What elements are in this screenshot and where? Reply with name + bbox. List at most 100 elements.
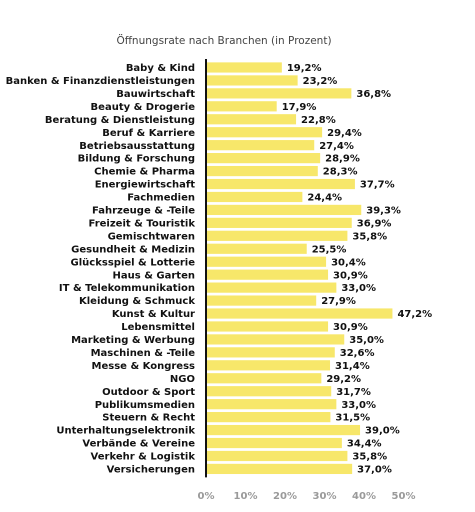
- category-label: Outdoor & Sport: [102, 387, 195, 398]
- category-label: Kleidung & Schmuck: [79, 296, 195, 307]
- category-label: Unterhaltungselektronik: [56, 426, 195, 437]
- value-labels-group: 19,2% 23,2% 36,8% 17,9% 22,8% 29,4% 27,4% 28,9%…: [282, 63, 432, 475]
- bar: [206, 217, 352, 228]
- value-label: 33,0%: [341, 283, 376, 294]
- bar: [206, 321, 329, 332]
- bar: [206, 412, 331, 423]
- bar: [206, 282, 337, 293]
- category-label: NGO: [170, 374, 195, 385]
- bar: [206, 243, 307, 254]
- bar: [206, 153, 321, 164]
- bar: [206, 114, 297, 125]
- x-tick-label: 20%: [273, 491, 297, 502]
- category-label: Lebensmittel: [121, 322, 195, 333]
- value-label: 31,5%: [335, 413, 370, 424]
- value-label: 30,4%: [331, 257, 366, 268]
- category-label: Chemie & Pharma: [94, 167, 195, 178]
- value-label: 39,3%: [366, 206, 401, 217]
- bar: [206, 75, 298, 86]
- category-label: Beruf & Karriere: [102, 128, 195, 139]
- category-label: Fachmedien: [127, 193, 195, 204]
- category-label: Messe & Kongress: [92, 361, 195, 372]
- bar: [206, 308, 393, 319]
- bar: [206, 178, 355, 190]
- category-label: Bildung & Forschung: [78, 154, 195, 165]
- x-axis-ticks-group: 0% 10% 20% 30% 40% 50%: [198, 491, 416, 502]
- value-label: 32,6%: [340, 348, 375, 359]
- bar: [206, 204, 362, 216]
- value-label: 30,9%: [333, 270, 368, 281]
- bar: [206, 347, 335, 358]
- category-label: Maschinen & -Teile: [91, 348, 196, 359]
- value-label: 28,9%: [325, 154, 360, 165]
- bar: [206, 127, 323, 138]
- x-tick-label: 50%: [392, 491, 416, 502]
- category-label: Energiewirtschaft: [95, 180, 196, 191]
- x-tick-label: 30%: [313, 491, 337, 502]
- x-tick-label: 10%: [234, 491, 258, 502]
- category-label: Betriebsausstattung: [79, 141, 195, 152]
- category-label: Glücksspiel & Lotterie: [71, 257, 196, 268]
- x-tick-label: 0%: [198, 491, 215, 502]
- category-label: IT & Telekommunikation: [59, 283, 195, 294]
- category-label: Verbände & Vereine: [82, 439, 195, 450]
- value-label: 24,4%: [307, 193, 342, 204]
- value-label: 31,4%: [335, 361, 370, 372]
- category-label: Versicherungen: [107, 465, 195, 476]
- category-label: Publikumsmedien: [95, 400, 195, 411]
- value-label: 35,0%: [349, 335, 384, 346]
- bar: [206, 101, 277, 112]
- value-label: 23,2%: [303, 76, 338, 87]
- category-label: Baby & Kind: [126, 63, 195, 74]
- value-label: 37,7%: [360, 180, 395, 191]
- value-label: 27,4%: [319, 141, 354, 152]
- category-label: Beratung & Dienstleistung: [45, 115, 195, 126]
- value-label: 29,2%: [326, 374, 361, 385]
- category-label: Fahrzeuge & -Teile: [92, 206, 195, 217]
- bar: [206, 360, 331, 371]
- category-label: Marketing & Werbung: [71, 335, 195, 346]
- value-label: 31,7%: [336, 387, 371, 398]
- bar: [206, 437, 342, 449]
- value-label: 30,9%: [333, 322, 368, 333]
- value-label: 17,9%: [282, 102, 317, 113]
- bar: [206, 256, 327, 267]
- value-label: 25,5%: [312, 244, 347, 255]
- value-label: 36,8%: [356, 89, 391, 100]
- value-label: 39,0%: [365, 426, 400, 437]
- value-label: 35,8%: [352, 231, 387, 242]
- value-label: 35,8%: [352, 452, 387, 463]
- bar: [206, 140, 315, 151]
- bar: [206, 424, 361, 436]
- value-label: 22,8%: [301, 115, 336, 126]
- bar: [206, 191, 303, 203]
- bar: [206, 295, 317, 306]
- bar: [206, 463, 353, 475]
- value-label: 33,0%: [341, 400, 376, 411]
- value-label: 27,9%: [321, 296, 356, 307]
- x-tick-label: 40%: [352, 491, 376, 502]
- value-label: 36,9%: [357, 218, 392, 229]
- category-label: Freizeit & Touristik: [89, 218, 196, 229]
- category-label: Verkehr & Logistik: [91, 452, 196, 463]
- bars-group: [206, 62, 393, 475]
- category-labels-group: Baby & Kind Banken & Finanzdienstleistung…: [6, 63, 196, 475]
- bar: [206, 230, 348, 241]
- category-label: Gesundheit & Medizin: [71, 244, 195, 255]
- value-label: 19,2%: [287, 63, 322, 74]
- chart-title: Öffnungsrate nach Branchen (in Prozent): [116, 34, 331, 47]
- category-label: Banken & Finanzdienstleistungen: [6, 76, 195, 87]
- bar: [206, 165, 318, 177]
- category-label: Gemischtwaren: [108, 231, 195, 242]
- category-label: Bauwirtschaft: [116, 89, 195, 100]
- bar: [206, 88, 352, 99]
- value-label: 47,2%: [397, 309, 432, 320]
- bar: [206, 450, 348, 462]
- value-label: 37,0%: [357, 465, 392, 476]
- bar: [206, 386, 332, 397]
- category-label: Steuern & Recht: [102, 413, 195, 424]
- category-label: Haus & Garten: [113, 270, 195, 281]
- bar: [206, 399, 337, 410]
- value-label: 29,4%: [327, 128, 362, 139]
